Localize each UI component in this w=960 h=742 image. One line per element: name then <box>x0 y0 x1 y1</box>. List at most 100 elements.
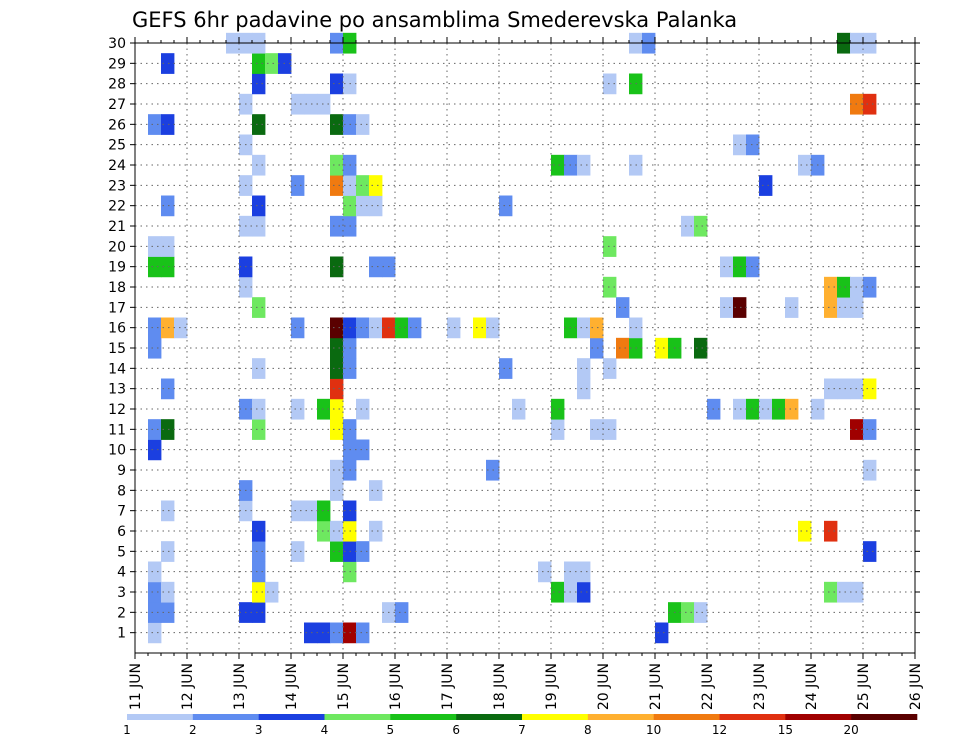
colorbar-label: 1 <box>123 723 131 737</box>
heatmap-cell <box>356 398 370 420</box>
heatmap-cell <box>161 419 175 440</box>
heatmap-cell <box>616 297 630 318</box>
heatmap-cell <box>603 236 617 257</box>
heatmap-cell <box>356 114 370 135</box>
heatmap-cell <box>148 337 162 359</box>
heatmap-cell <box>733 134 747 156</box>
heatmap-cell <box>265 581 279 603</box>
heatmap-cell <box>356 195 370 217</box>
heatmap-cell <box>694 215 708 237</box>
x-tick-label: 21 JUN <box>648 663 664 710</box>
heatmap-cell <box>369 317 383 339</box>
x-tick-label: 18 JUN <box>492 663 508 710</box>
heatmap-cell <box>759 175 773 196</box>
heatmap-cell <box>863 541 877 562</box>
heatmap-cell <box>369 520 383 542</box>
heatmap-cell <box>252 73 266 95</box>
heatmap-cell <box>577 581 591 603</box>
heatmap-cell <box>161 195 175 217</box>
y-tick-label: 17 <box>108 300 126 316</box>
heatmap-cell <box>252 297 266 318</box>
y-tick-label: 25 <box>108 138 126 154</box>
heatmap-cell <box>161 317 175 339</box>
heatmap-cell <box>590 337 604 359</box>
heatmap-cell <box>317 500 331 522</box>
y-tick-label: 18 <box>108 280 126 296</box>
y-tick-label: 13 <box>108 382 126 398</box>
x-tick-label: 25 JUN <box>856 663 872 710</box>
heatmap-cell <box>304 622 318 644</box>
heatmap-cell <box>746 256 760 278</box>
colorbar-label: 20 <box>844 723 859 737</box>
y-tick-label: 12 <box>108 402 126 418</box>
heatmap-cell <box>577 561 591 583</box>
y-tick-label: 28 <box>108 77 126 93</box>
heatmap-cell <box>330 520 344 542</box>
heatmap-cell <box>590 419 604 440</box>
heatmap-cell <box>252 215 266 237</box>
heatmap-cell <box>863 459 877 481</box>
x-tick-label: 22 JUN <box>700 663 716 710</box>
heatmap-cell <box>655 622 669 644</box>
heatmap-cell <box>694 602 708 623</box>
colorbar-label: 7 <box>518 723 526 737</box>
heatmap-cell <box>252 581 266 603</box>
heatmap-cell <box>330 398 344 420</box>
heatmap-cell <box>330 215 344 237</box>
y-tick-label: 30 <box>108 36 126 52</box>
heatmap-cell <box>824 378 838 400</box>
heatmap-cell <box>798 154 812 176</box>
heatmap-cell <box>330 378 344 400</box>
y-tick-label: 5 <box>117 544 126 560</box>
heatmap-cell <box>252 541 266 562</box>
heatmap-cell <box>499 195 513 217</box>
heatmap-cell <box>330 73 344 95</box>
heatmap-cell <box>863 378 877 400</box>
heatmap-cell <box>603 276 617 298</box>
heatmap-cell <box>148 581 162 603</box>
heatmap-cell <box>473 317 487 339</box>
colorbar-label: 15 <box>778 723 793 737</box>
y-tick-label: 27 <box>108 97 126 113</box>
colorbar-label: 4 <box>321 723 329 737</box>
y-tick-label: 2 <box>117 605 126 621</box>
heatmap-cell <box>161 500 175 522</box>
heatmap-cell <box>356 541 370 562</box>
heatmap-cell <box>577 317 591 339</box>
heatmap-cell <box>720 297 734 318</box>
y-tick-label: 3 <box>117 585 126 601</box>
heatmap-cell <box>785 297 799 318</box>
heatmap-cell <box>330 256 344 278</box>
heatmap-cell <box>785 398 799 420</box>
colorbar-swatch <box>587 714 654 720</box>
y-tick-label: 20 <box>108 239 126 255</box>
heatmap-cell <box>317 398 331 420</box>
heatmap-cell <box>330 114 344 135</box>
heatmap-cell <box>837 297 851 318</box>
heatmap-cell <box>369 480 383 501</box>
heatmap-cell <box>720 256 734 278</box>
colorbar-swatch <box>785 714 852 720</box>
colorbar-swatch <box>851 714 918 720</box>
heatmap-cell <box>304 93 318 115</box>
colorbar-label: 8 <box>584 723 592 737</box>
heatmap-cell <box>161 581 175 603</box>
heatmap-cell <box>148 561 162 583</box>
heatmap-cell <box>824 581 838 603</box>
heatmap-cell <box>161 236 175 257</box>
heatmap-cells <box>148 32 877 644</box>
heatmap-cell <box>161 256 175 278</box>
y-tick-label: 1 <box>117 626 126 642</box>
heatmap-cell <box>369 256 383 278</box>
y-tick-label: 11 <box>108 422 126 438</box>
x-tick-label: 26 JUN <box>908 663 924 710</box>
colorbar-swatch <box>258 714 325 720</box>
heatmap-cell <box>694 337 708 359</box>
heatmap-cell <box>291 500 305 522</box>
heatmap-cell <box>356 175 370 196</box>
heatmap-cell <box>330 358 344 379</box>
y-tick-label: 21 <box>108 219 126 235</box>
heatmap-cell <box>395 602 409 623</box>
heatmap-cell <box>148 439 162 461</box>
colorbar-swatch <box>192 714 259 720</box>
